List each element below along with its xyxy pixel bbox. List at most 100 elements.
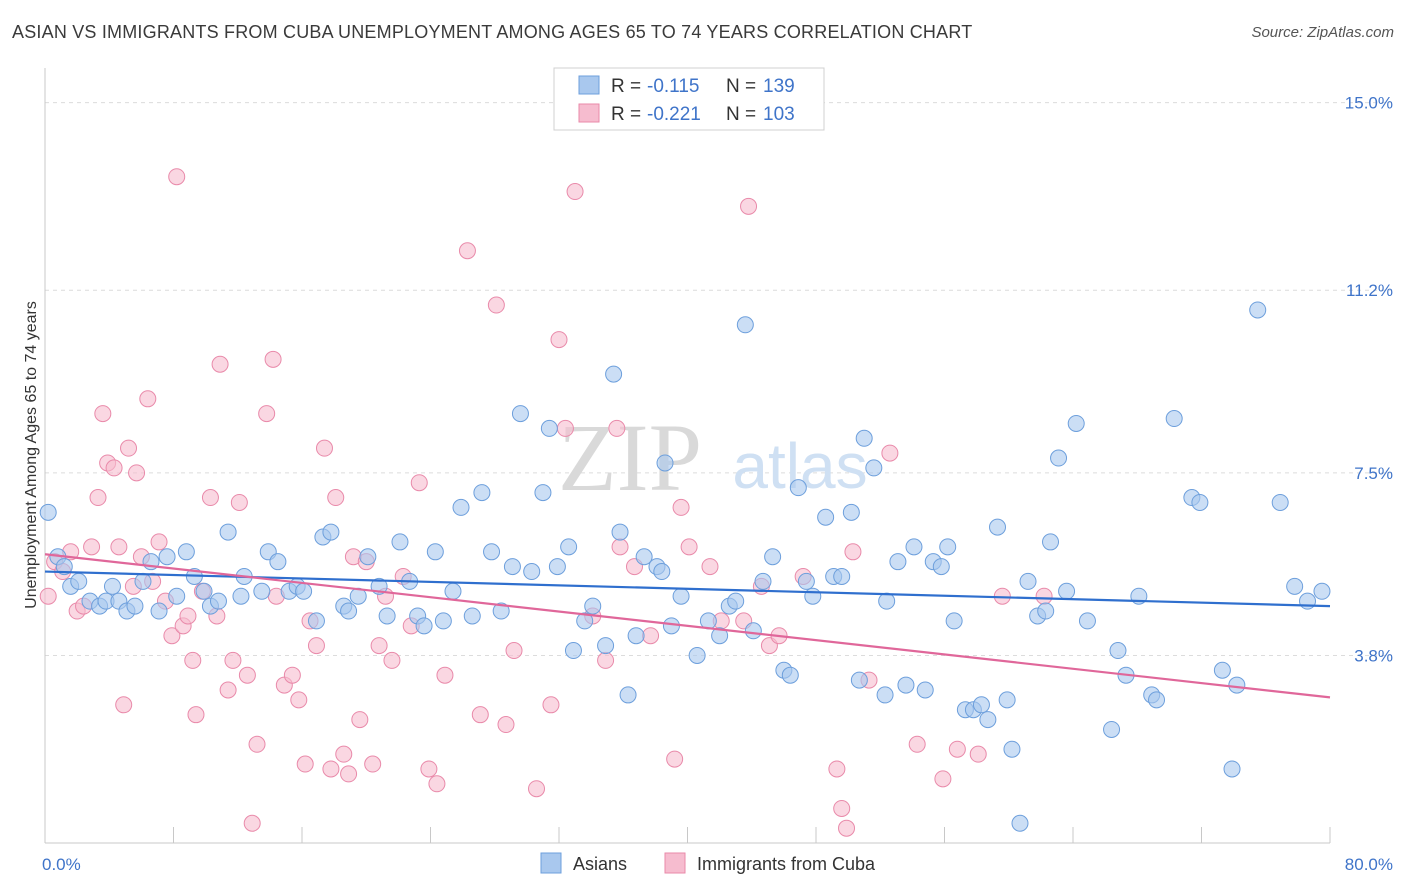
- cuba-point-36: [248, 735, 266, 753]
- asian-point-71: [662, 617, 680, 635]
- cuba-point-42: [290, 691, 308, 709]
- cuba-point-71: [550, 331, 568, 349]
- asian-point-95: [878, 592, 896, 610]
- asian-point-66: [627, 627, 645, 645]
- y-tick-label-0: 3.8%: [1354, 646, 1393, 665]
- cuba-point-61: [420, 760, 438, 778]
- asian-point-31: [307, 612, 325, 630]
- y-tick-label-1: 7.5%: [1354, 464, 1393, 483]
- asian-point-64: [611, 523, 629, 541]
- series-asian-points: [39, 301, 1331, 832]
- cuba-point-32: [224, 651, 242, 669]
- cuba-point-79: [642, 627, 660, 645]
- asian-point-14: [150, 602, 168, 620]
- asian-point-126: [1165, 410, 1183, 428]
- cuba-point-100: [969, 745, 987, 763]
- cuba-point-73: [566, 183, 584, 201]
- asian-point-131: [1228, 676, 1246, 694]
- asian-point-107: [979, 711, 997, 729]
- legend-label-asians: Asians: [573, 854, 627, 874]
- cuba-point-0: [39, 587, 57, 605]
- asian-point-115: [1042, 533, 1060, 551]
- legend-n-label-asians: N =: [726, 76, 756, 97]
- x-tick-label-min: 0.0%: [42, 855, 81, 874]
- cuba-point-92: [833, 799, 851, 817]
- y-tick-label-2: 11.2%: [1346, 281, 1393, 300]
- asian-point-136: [1313, 582, 1331, 600]
- asian-point-60: [576, 612, 594, 630]
- cuba-point-19: [150, 533, 168, 551]
- asian-point-55: [534, 484, 552, 502]
- asian-point-117: [1058, 582, 1076, 600]
- cuba-point-13: [120, 439, 138, 457]
- asian-point-83: [781, 666, 799, 684]
- series-legend: Asians Immigrants from Cuba: [540, 852, 876, 874]
- cuba-point-66: [487, 296, 505, 314]
- cuba-point-21: [163, 627, 181, 645]
- asian-point-47: [452, 498, 470, 516]
- cuba-point-98: [934, 770, 952, 788]
- asian-point-39: [378, 607, 396, 625]
- cuba-point-65: [471, 706, 489, 724]
- cuba-point-63: [436, 666, 454, 684]
- asian-point-51: [492, 602, 510, 620]
- asian-point-72: [672, 587, 690, 605]
- cuba-point-93: [838, 819, 856, 837]
- asian-point-69: [653, 563, 671, 581]
- asian-point-43: [415, 617, 433, 635]
- asian-point-53: [511, 405, 529, 423]
- zipatlas-watermark: ZIP atlas: [558, 404, 868, 511]
- asian-point-49: [473, 484, 491, 502]
- asian-point-78: [736, 316, 754, 334]
- asian-point-114: [1037, 602, 1055, 620]
- cuba-point-80: [666, 750, 684, 768]
- cuba-point-75: [597, 651, 615, 669]
- asian-point-120: [1103, 720, 1121, 738]
- asian-point-87: [817, 508, 835, 526]
- legend-swatch-asians-bottom: [540, 852, 562, 874]
- legend-label-cuba: Immigrants from Cuba: [697, 854, 876, 874]
- asian-point-54: [523, 563, 541, 581]
- cuba-point-94: [844, 543, 862, 561]
- asian-point-25: [253, 582, 271, 600]
- source-credit: Source: ZipAtlas.com: [1251, 24, 1394, 41]
- asian-point-50: [483, 543, 501, 561]
- cuba-point-26: [187, 706, 205, 724]
- cuba-point-77: [611, 538, 629, 556]
- asian-point-21: [209, 592, 227, 610]
- y-tick-labels: 3.8% 7.5% 11.2% 15.0%: [1345, 94, 1393, 666]
- asian-point-57: [548, 558, 566, 576]
- asian-point-77: [727, 592, 745, 610]
- cuba-point-82: [680, 538, 698, 556]
- asian-point-48: [463, 607, 481, 625]
- asian-point-45: [434, 612, 452, 630]
- cuba-point-54: [364, 755, 382, 773]
- asian-point-12: [134, 572, 152, 590]
- asian-point-79: [744, 622, 762, 640]
- cuba-point-70: [542, 696, 560, 714]
- legend-r-label-asians: R =: [611, 76, 641, 97]
- asian-point-81: [764, 548, 782, 566]
- legend-swatch-cuba-bottom: [664, 852, 686, 874]
- cuba-point-68: [505, 642, 523, 660]
- asian-point-15: [158, 548, 176, 566]
- asian-point-67: [635, 548, 653, 566]
- asian-point-27: [269, 553, 287, 571]
- cuba-point-10: [105, 459, 123, 477]
- legend-r-label-cuba: R =: [611, 104, 641, 125]
- cuba-point-43: [296, 755, 314, 773]
- legend-r-value-cuba: -0.221: [647, 104, 701, 125]
- cuba-point-24: [179, 607, 197, 625]
- cuba-point-34: [238, 666, 256, 684]
- asian-point-129: [1213, 661, 1231, 679]
- cuba-point-55: [370, 637, 388, 655]
- cuba-point-96: [881, 444, 899, 462]
- asian-point-110: [1003, 740, 1021, 758]
- asian-point-116: [1050, 449, 1068, 467]
- y-tick-label-3: 15.0%: [1345, 94, 1393, 113]
- cuba-point-64: [458, 242, 476, 260]
- cuba-point-81: [672, 498, 690, 516]
- asian-point-94: [876, 686, 894, 704]
- asian-point-59: [564, 642, 582, 660]
